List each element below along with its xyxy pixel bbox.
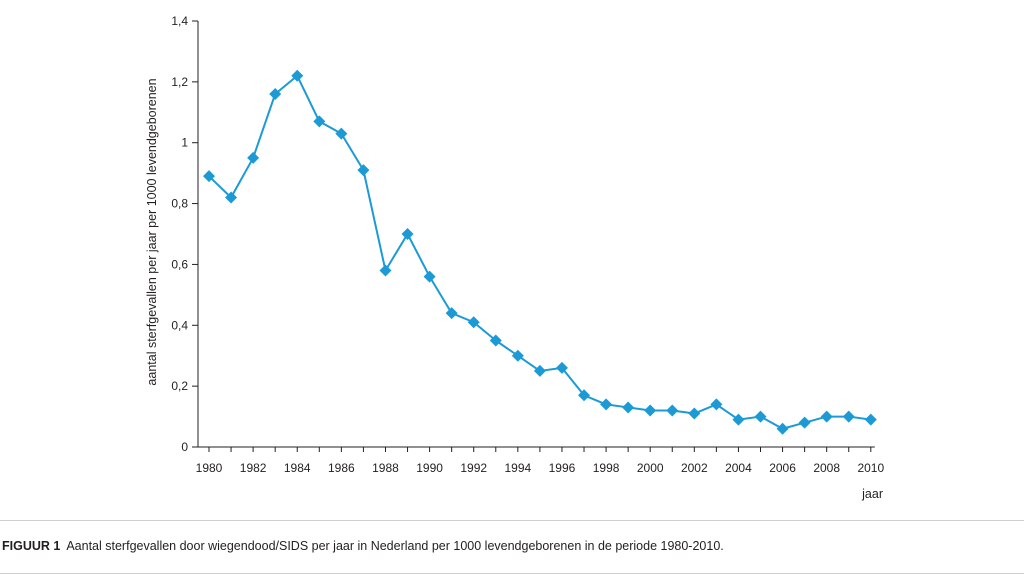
data-point-1998 bbox=[600, 398, 613, 411]
data-point-1995 bbox=[533, 364, 546, 377]
data-point-1983 bbox=[269, 88, 282, 101]
figure-caption-bar: FIGUUR 1 Aantal sterfgevallen door wiegen… bbox=[0, 520, 1024, 574]
x-axis-title: jaar bbox=[861, 487, 883, 501]
x-tick-label: 1984 bbox=[284, 461, 311, 475]
series bbox=[203, 69, 877, 435]
data-point-1989 bbox=[401, 228, 414, 240]
y-tick-label: 1 bbox=[181, 136, 188, 150]
data-point-2009 bbox=[842, 410, 855, 423]
x-tick-label: 1992 bbox=[460, 461, 487, 475]
data-point-2004 bbox=[732, 413, 745, 426]
figure-caption-text: Aantal sterfgevallen door wiegendood/SID… bbox=[66, 539, 724, 553]
x-tick-label: 2002 bbox=[681, 461, 708, 475]
line-chart: 00,20,40,60,811,21,4 1980 1982 1984 1986 198… bbox=[145, 14, 884, 501]
data-point-1990 bbox=[423, 270, 436, 283]
x-tick-label: 1980 bbox=[196, 461, 223, 475]
x-tick-label: 1996 bbox=[549, 461, 576, 475]
y-tick-label: 0,2 bbox=[171, 379, 188, 393]
y-tick-label: 0 bbox=[181, 440, 188, 454]
data-point-1996 bbox=[555, 361, 568, 374]
x-tick-label: 2006 bbox=[769, 461, 796, 475]
y-tick-label: 0,6 bbox=[171, 257, 188, 271]
x-tick-label: 2004 bbox=[725, 461, 752, 475]
x-tick-label: 1998 bbox=[593, 461, 620, 475]
data-point-2010 bbox=[864, 413, 877, 426]
data-point-1982 bbox=[247, 151, 260, 164]
figure-caption: FIGUUR 1 Aantal sterfgevallen door wiegen… bbox=[2, 539, 724, 553]
x-tick-label: 1994 bbox=[504, 461, 531, 475]
data-point-2007 bbox=[798, 416, 811, 429]
y-axis-title: aantal sterfgevallen per jaar per 1000 l… bbox=[145, 78, 159, 385]
y-tick-label: 1,2 bbox=[171, 75, 188, 89]
x-tick-label: 1988 bbox=[372, 461, 399, 475]
data-point-1999 bbox=[622, 401, 635, 414]
data-point-1992 bbox=[467, 316, 480, 329]
y-tick-label: 0,4 bbox=[171, 318, 188, 332]
x-tick-label: 1990 bbox=[416, 461, 443, 475]
data-point-2003 bbox=[710, 398, 723, 411]
data-point-1994 bbox=[511, 349, 524, 362]
data-point-1987 bbox=[357, 164, 370, 177]
data-point-1985 bbox=[313, 115, 326, 128]
data-point-1997 bbox=[578, 389, 591, 402]
figure-label: FIGUUR 1 bbox=[2, 539, 61, 553]
data-point-1991 bbox=[445, 307, 458, 320]
data-point-1984 bbox=[291, 69, 304, 82]
data-point-2006 bbox=[776, 422, 789, 435]
data-point-1981 bbox=[225, 191, 238, 204]
data-point-2000 bbox=[644, 404, 657, 417]
x-tick-label: 1986 bbox=[328, 461, 355, 475]
x-tick-label: 2000 bbox=[637, 461, 664, 475]
x-tick-label: 2008 bbox=[813, 461, 840, 475]
data-point-2002 bbox=[688, 407, 701, 420]
x-tick-label: 1982 bbox=[240, 461, 267, 475]
data-point-1986 bbox=[335, 127, 348, 140]
x-axis: 1980 1982 1984 1986 1988 1990 1992 1994 1996 1998… bbox=[196, 446, 884, 475]
data-point-2001 bbox=[666, 404, 679, 417]
y-tick-label: 0,8 bbox=[171, 197, 188, 211]
data-point-1993 bbox=[489, 334, 502, 347]
x-tick-label: 2010 bbox=[857, 461, 884, 475]
data-point-1988 bbox=[379, 264, 392, 277]
data-point-2005 bbox=[754, 410, 767, 423]
y-axis: 0 0,2 0,4 0,6 0,8 1 1,2 1,4 bbox=[171, 14, 199, 454]
y-tick-label: 1,4 bbox=[171, 14, 188, 28]
data-point-2008 bbox=[820, 410, 833, 423]
data-point-1980 bbox=[203, 170, 215, 183]
